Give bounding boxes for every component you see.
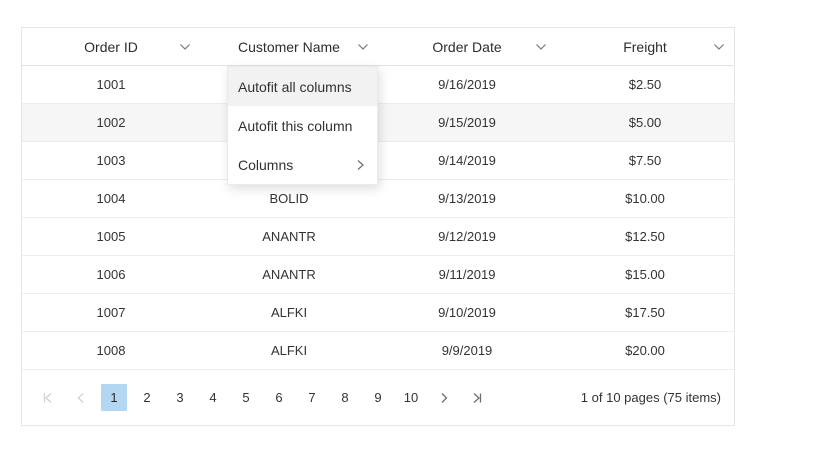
table-cell: 9/15/2019 bbox=[438, 115, 496, 130]
column-header-order-date[interactable]: Order Date bbox=[378, 28, 556, 65]
table-cell: 9/12/2019 bbox=[438, 229, 496, 244]
column-header-label: Customer Name bbox=[238, 38, 340, 55]
table-row[interactable]: 1004 BOLID 9/13/2019 $10.00 bbox=[22, 180, 734, 218]
table-cell: 1007 bbox=[96, 305, 126, 320]
table-cell: $10.00 bbox=[625, 191, 665, 206]
chevron-right-icon bbox=[356, 158, 365, 172]
table-row[interactable]: 1008 ALFKI 9/9/2019 $20.00 bbox=[22, 332, 734, 370]
column-header-label: Freight bbox=[623, 38, 667, 55]
pager-summary: 1 of 10 pages (75 items) bbox=[580, 390, 721, 405]
menu-item-label: Columns bbox=[238, 156, 294, 173]
pager: 1 2 3 4 5 6 7 8 9 10 1 of 10 pages (75 i… bbox=[22, 370, 734, 425]
table-cell: 1001 bbox=[96, 77, 126, 92]
menu-item-label: Autofit this column bbox=[238, 117, 353, 134]
table-row[interactable]: 1006 ANANTR 9/11/2019 $15.00 bbox=[22, 256, 734, 294]
table-cell: $15.00 bbox=[625, 267, 665, 282]
column-header-order-id[interactable]: Order ID bbox=[22, 28, 200, 65]
table-cell: ANANTR bbox=[262, 267, 316, 282]
grid-header: Order ID Customer Name Order Date Freigh… bbox=[22, 28, 734, 66]
grid-body: 1001 9/16/2019 $2.50 1002 9/15/2019 $5.0… bbox=[22, 66, 734, 370]
prev-page-button[interactable] bbox=[68, 384, 94, 411]
menu-item-label: Autofit all columns bbox=[238, 78, 352, 95]
column-header-label: Order Date bbox=[432, 38, 502, 55]
column-header-customer-name[interactable]: Customer Name bbox=[200, 28, 378, 65]
first-page-icon bbox=[43, 392, 52, 403]
table-cell: 1006 bbox=[96, 267, 126, 282]
table-cell: $20.00 bbox=[625, 343, 665, 358]
table-row[interactable]: 1005 ANANTR 9/12/2019 $12.50 bbox=[22, 218, 734, 256]
chevron-down-icon[interactable] bbox=[713, 43, 725, 51]
page-button-4[interactable]: 4 bbox=[209, 390, 217, 405]
page-button-7[interactable]: 7 bbox=[308, 390, 316, 405]
chevron-left-icon bbox=[77, 392, 84, 403]
table-row[interactable]: 1007 ALFKI 9/10/2019 $17.50 bbox=[22, 294, 734, 332]
table-row[interactable]: 1003 9/14/2019 $7.50 bbox=[22, 142, 734, 180]
last-page-button[interactable] bbox=[464, 384, 490, 411]
page-button-2[interactable]: 2 bbox=[143, 390, 151, 405]
page-button-10[interactable]: 10 bbox=[403, 390, 419, 405]
table-cell: $7.50 bbox=[628, 153, 662, 168]
chevron-down-icon[interactable] bbox=[357, 43, 369, 51]
table-cell: 1005 bbox=[96, 229, 126, 244]
chevron-right-icon bbox=[441, 392, 448, 403]
data-grid: Order ID Customer Name Order Date Freigh… bbox=[21, 27, 735, 426]
page-button-9[interactable]: 9 bbox=[374, 390, 382, 405]
table-row[interactable]: 1001 9/16/2019 $2.50 bbox=[22, 66, 734, 104]
menu-item-autofit-all-columns[interactable]: Autofit all columns bbox=[228, 67, 377, 106]
table-cell: 9/16/2019 bbox=[438, 77, 496, 92]
table-cell: $12.50 bbox=[625, 229, 665, 244]
table-cell: 9/11/2019 bbox=[438, 267, 496, 282]
table-cell: $2.50 bbox=[628, 77, 662, 92]
first-page-button[interactable] bbox=[35, 384, 61, 411]
table-cell: 1004 bbox=[96, 191, 126, 206]
menu-item-columns[interactable]: Columns bbox=[228, 145, 377, 184]
page-button-3[interactable]: 3 bbox=[176, 390, 184, 405]
table-cell: BOLID bbox=[269, 191, 309, 206]
table-cell: $5.00 bbox=[628, 115, 662, 130]
table-row[interactable]: 1002 9/15/2019 $5.00 bbox=[22, 104, 734, 142]
context-menu: Autofit all columns Autofit this column … bbox=[227, 66, 378, 185]
table-cell: 9/10/2019 bbox=[438, 305, 496, 320]
table-cell: ANANTR bbox=[262, 229, 316, 244]
page-button-1[interactable]: 1 bbox=[101, 384, 127, 411]
table-cell: 9/13/2019 bbox=[438, 191, 496, 206]
table-cell: 9/14/2019 bbox=[438, 153, 496, 168]
page-button-5[interactable]: 5 bbox=[242, 390, 250, 405]
column-header-label: Order ID bbox=[84, 38, 138, 55]
menu-item-autofit-this-column[interactable]: Autofit this column bbox=[228, 106, 377, 145]
table-cell: 1008 bbox=[96, 343, 126, 358]
table-cell: 1002 bbox=[96, 115, 126, 130]
table-cell: ALFKI bbox=[270, 343, 308, 358]
table-cell: 9/9/2019 bbox=[441, 343, 493, 358]
column-header-freight[interactable]: Freight bbox=[556, 28, 734, 65]
table-cell: 1003 bbox=[96, 153, 126, 168]
last-page-icon bbox=[473, 392, 482, 403]
table-cell: ALFKI bbox=[270, 305, 308, 320]
page-button-8[interactable]: 8 bbox=[341, 390, 349, 405]
chevron-down-icon[interactable] bbox=[535, 43, 547, 51]
table-cell: $17.50 bbox=[625, 305, 665, 320]
next-page-button[interactable] bbox=[431, 384, 457, 411]
chevron-down-icon[interactable] bbox=[179, 43, 191, 51]
page-button-6[interactable]: 6 bbox=[275, 390, 283, 405]
